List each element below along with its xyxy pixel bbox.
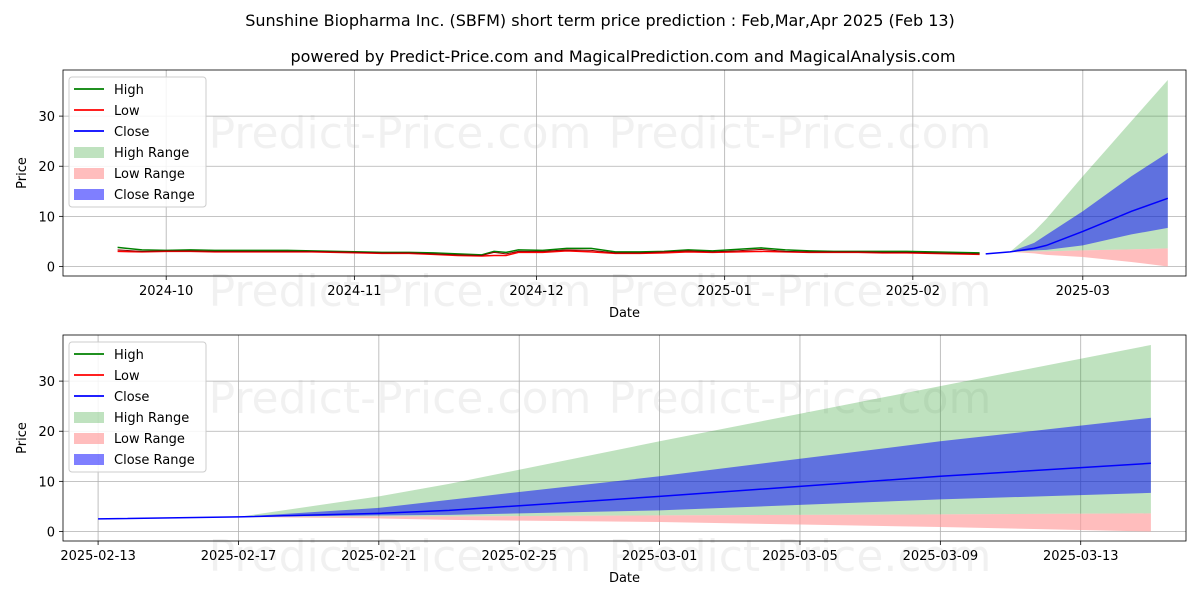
legend-high-range-swatch: [74, 147, 104, 158]
x-tick-label: 2025-02-17: [201, 549, 277, 564]
y-tick-label: 0: [47, 525, 55, 540]
x-tick-label: 2025-03-09: [903, 549, 979, 564]
watermark-text: Predict-Price.com: [209, 531, 592, 582]
legend-high-range-label: High Range: [114, 146, 189, 161]
x-tick-label: 2025-03-13: [1043, 549, 1119, 564]
legend-low-range-swatch: [74, 168, 104, 179]
legend-low-range-swatch: [74, 433, 104, 444]
close-range-area: [985, 152, 1168, 254]
x-tick-label: 2025-01: [697, 284, 751, 299]
watermark-text: Predict-Price.com: [609, 266, 992, 317]
legend-high-range-swatch: [74, 412, 104, 423]
chart-title: Sunshine Biopharma Inc. (SBFM) short ter…: [245, 11, 955, 30]
close-forecast-line: [98, 462, 1151, 520]
legend-close-range-swatch: [74, 189, 104, 200]
y-tick-label: 20: [38, 160, 55, 175]
x-tick-label: 2025-03-01: [622, 549, 698, 564]
legend-low-range-label: Low Range: [114, 432, 185, 447]
watermark-text: Predict-Price.com: [209, 266, 592, 317]
x-tick-label: 2024-12: [509, 284, 563, 299]
plot-frame: [62, 69, 1187, 277]
legend-low-label: Low: [114, 369, 140, 384]
chart-subtitle: powered by Predict-Price.com and Magical…: [290, 47, 955, 66]
legend-high-label: High: [114, 83, 144, 98]
watermark-text: Predict-Price.com: [209, 108, 592, 159]
watermark-text: Predict-Price.com: [609, 108, 992, 159]
legend-close-range-swatch: [74, 454, 104, 465]
x-axis-label: Date: [609, 571, 640, 586]
y-tick-label: 0: [47, 260, 55, 275]
x-axis-label: Date: [609, 306, 640, 321]
watermark-text: Predict-Price.com: [209, 373, 592, 424]
x-tick-label: 2025-02-13: [60, 549, 136, 564]
plot-area: [63, 70, 1186, 276]
legend-high-range-label: High Range: [114, 411, 189, 426]
y-axis-label: Price: [15, 157, 30, 189]
y-tick-label: 20: [38, 425, 55, 440]
legend-close-label: Close: [114, 390, 149, 405]
close-history-line: [117, 248, 980, 257]
legend-low-range-label: Low Range: [114, 167, 185, 182]
legend: High Low Close High Range Low Range Close Ran…: [68, 76, 207, 208]
legend-close-range-label: Close Range: [114, 453, 195, 468]
low-range-area: [98, 513, 1151, 532]
y-tick-label: 10: [38, 475, 55, 490]
legend: High Low Close High Range Low Range Close Ran…: [68, 341, 207, 473]
x-tick-label: 2025-03: [1056, 284, 1110, 299]
y-tick-label: 30: [38, 110, 55, 125]
top-panel: Predict-Price.com Predict-Price.com Predic…: [15, 69, 1187, 321]
x-tick-label: 2025-03-05: [762, 549, 838, 564]
y-tick-label: 10: [38, 210, 55, 225]
y-tick-label: 30: [38, 375, 55, 390]
x-tick-label: 2025-02-25: [481, 549, 557, 564]
x-tick-label: 2024-10: [139, 284, 193, 299]
bottom-panel: Predict-Price.com Predict-Price.comPredic…: [15, 334, 1187, 586]
close-range-area: [98, 417, 1151, 519]
high-series-line: [117, 246, 980, 256]
legend-close-range-label: Close Range: [114, 188, 195, 203]
low-range-area: [985, 248, 1168, 267]
x-tick-label: 2025-02: [886, 284, 940, 299]
legend-close-label: Close: [114, 125, 149, 140]
x-tick-label: 2025-02-21: [341, 549, 417, 564]
close-forecast-line: [985, 197, 1169, 255]
legend-high-label: High: [114, 348, 144, 363]
legend-low-label: Low: [114, 104, 140, 119]
x-tick-label: 2024-11: [327, 284, 381, 299]
y-axis-label: Price: [15, 422, 30, 454]
plot-frame: [62, 334, 1187, 542]
